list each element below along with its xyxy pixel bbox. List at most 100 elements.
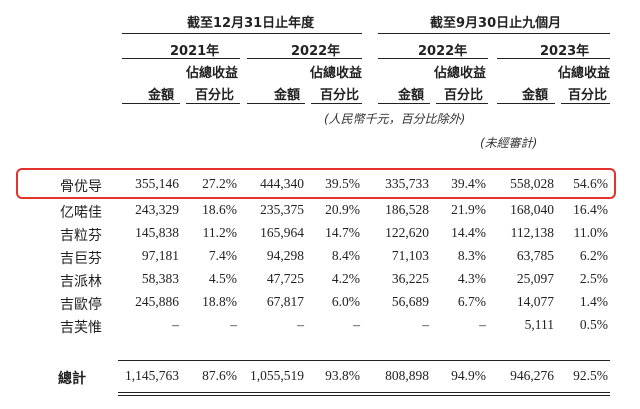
header-underline — [561, 103, 610, 104]
percent-cell: 11.2% — [202, 225, 237, 240]
pct-header-line1: 佔總收益 — [310, 66, 363, 81]
pct-header-line1: 佔總收益 — [558, 66, 611, 81]
percent-cell: 1.4% — [579, 294, 608, 309]
percent-cell: 8.4% — [331, 248, 360, 263]
amount-cell: 165,964 — [260, 225, 304, 240]
total-percent-cell: 93.8% — [325, 368, 360, 383]
pct-header-line1: 佔總收益 — [434, 66, 487, 81]
percent-cell: 2.5% — [579, 271, 608, 286]
percent-cell: 14.4% — [451, 225, 486, 240]
total-amount-cell: 808,898 — [385, 368, 429, 383]
percent-cell: 11.0% — [573, 225, 608, 240]
pct-header-line2: 百分比 — [195, 88, 235, 103]
percent-cell: – — [230, 317, 237, 332]
percent-cell: 8.3% — [457, 248, 486, 263]
percent-cell: 27.2% — [202, 176, 237, 191]
percent-cell: 4.5% — [208, 271, 237, 286]
percent-cell: 54.6% — [573, 176, 608, 191]
header-underline — [436, 103, 488, 104]
year-header-2023: 2023年 — [540, 44, 590, 59]
amount-cell: – — [422, 317, 429, 332]
percent-cell: – — [479, 317, 486, 332]
year-underline-2023 — [497, 58, 610, 59]
percent-cell: – — [353, 317, 360, 332]
total-percent-cell: 94.9% — [451, 368, 486, 383]
header-underline — [497, 103, 555, 104]
amount-header: 金額 — [522, 88, 549, 103]
percent-cell: 39.4% — [451, 176, 486, 191]
total-amount-cell: 1,055,519 — [250, 368, 304, 383]
percent-cell: 21.9% — [451, 202, 486, 217]
highlight-box — [16, 168, 616, 199]
amount-cell: 5,111 — [524, 317, 554, 332]
amount-cell: 67,817 — [266, 294, 304, 309]
amount-cell: 235,375 — [260, 202, 304, 217]
amount-cell: 47,725 — [266, 271, 304, 286]
amount-cell: 558,028 — [510, 176, 554, 191]
amount-cell: 56,689 — [391, 294, 429, 309]
pct-header-line1: 佔總收益 — [186, 66, 239, 81]
percent-cell: 0.5% — [579, 317, 608, 332]
total-amount-cell: 946,276 — [510, 368, 554, 383]
unit-note: (人民幣千元，百分比除外) — [324, 112, 466, 126]
amount-cell: 145,838 — [135, 225, 179, 240]
percent-cell: 39.5% — [325, 176, 360, 191]
unaudited-note: (未經審計) — [480, 136, 538, 150]
amount-cell: 14,077 — [516, 294, 554, 309]
total-label: 總計 — [58, 371, 86, 387]
year-underline-2022-nine-months — [378, 58, 488, 59]
amount-cell: 335,733 — [385, 176, 429, 191]
amount-cell: 245,886 — [135, 294, 179, 309]
amount-cell: 444,340 — [260, 176, 304, 191]
period-full-year-header: 截至12月31日止年度 — [187, 16, 315, 31]
year-header-2022: 2022年 — [291, 44, 341, 59]
percent-cell: 6.2% — [579, 248, 608, 263]
year-header-2021: 2021年 — [170, 44, 220, 59]
percent-cell: 6.7% — [457, 294, 486, 309]
amount-cell: 122,620 — [385, 225, 429, 240]
percent-cell: 6.0% — [331, 294, 360, 309]
amount-cell: 355,146 — [135, 176, 179, 191]
total-bottom-line — [118, 392, 610, 393]
period-underline-full-year — [122, 33, 362, 34]
product-name: 吉派林 — [60, 274, 102, 290]
product-name: 吉歐停 — [60, 297, 102, 313]
amount-header: 金額 — [398, 88, 425, 103]
product-name: 亿喏佳 — [60, 205, 102, 221]
pct-header-line2: 百分比 — [568, 88, 608, 103]
amount-header: 金額 — [148, 88, 175, 103]
amount-cell: – — [172, 317, 179, 332]
amount-cell: 94,298 — [266, 248, 304, 263]
product-name: 吉巨芬 — [60, 251, 102, 267]
product-name: 吉芙惟 — [60, 320, 102, 336]
percent-cell: 4.2% — [331, 271, 360, 286]
amount-cell: 63,785 — [516, 248, 554, 263]
pct-header-line2: 百分比 — [444, 88, 484, 103]
amount-header: 金額 — [274, 88, 301, 103]
percent-cell: 20.9% — [325, 202, 360, 217]
amount-cell: 97,181 — [141, 248, 179, 263]
year-underline-2021 — [122, 58, 240, 59]
year-underline-2022 — [247, 58, 362, 59]
header-underline — [311, 103, 362, 104]
amount-cell: 36,225 — [391, 271, 429, 286]
year-header-2022-nine-months: 2022年 — [418, 44, 468, 59]
total-percent-cell: 87.6% — [202, 368, 237, 383]
total-top-line — [118, 360, 610, 361]
total-bottom-line-double — [118, 395, 610, 396]
header-underline — [247, 103, 305, 104]
pct-header-line2: 百分比 — [320, 88, 360, 103]
header-underline — [186, 103, 240, 104]
percent-cell: 4.3% — [457, 271, 486, 286]
amount-cell: 112,138 — [510, 225, 554, 240]
total-amount-cell: 1,145,763 — [125, 368, 179, 383]
header-underline — [122, 103, 180, 104]
percent-cell: 7.4% — [208, 248, 237, 263]
percent-cell: 18.6% — [202, 202, 237, 217]
total-percent-cell: 92.5% — [573, 368, 608, 383]
period-nine-months-header: 截至9月30日止九個月 — [430, 16, 562, 31]
amount-cell: 58,383 — [141, 271, 179, 286]
percent-cell: 18.8% — [202, 294, 237, 309]
amount-cell: 71,103 — [391, 248, 429, 263]
product-name: 吉粒芬 — [60, 228, 102, 244]
